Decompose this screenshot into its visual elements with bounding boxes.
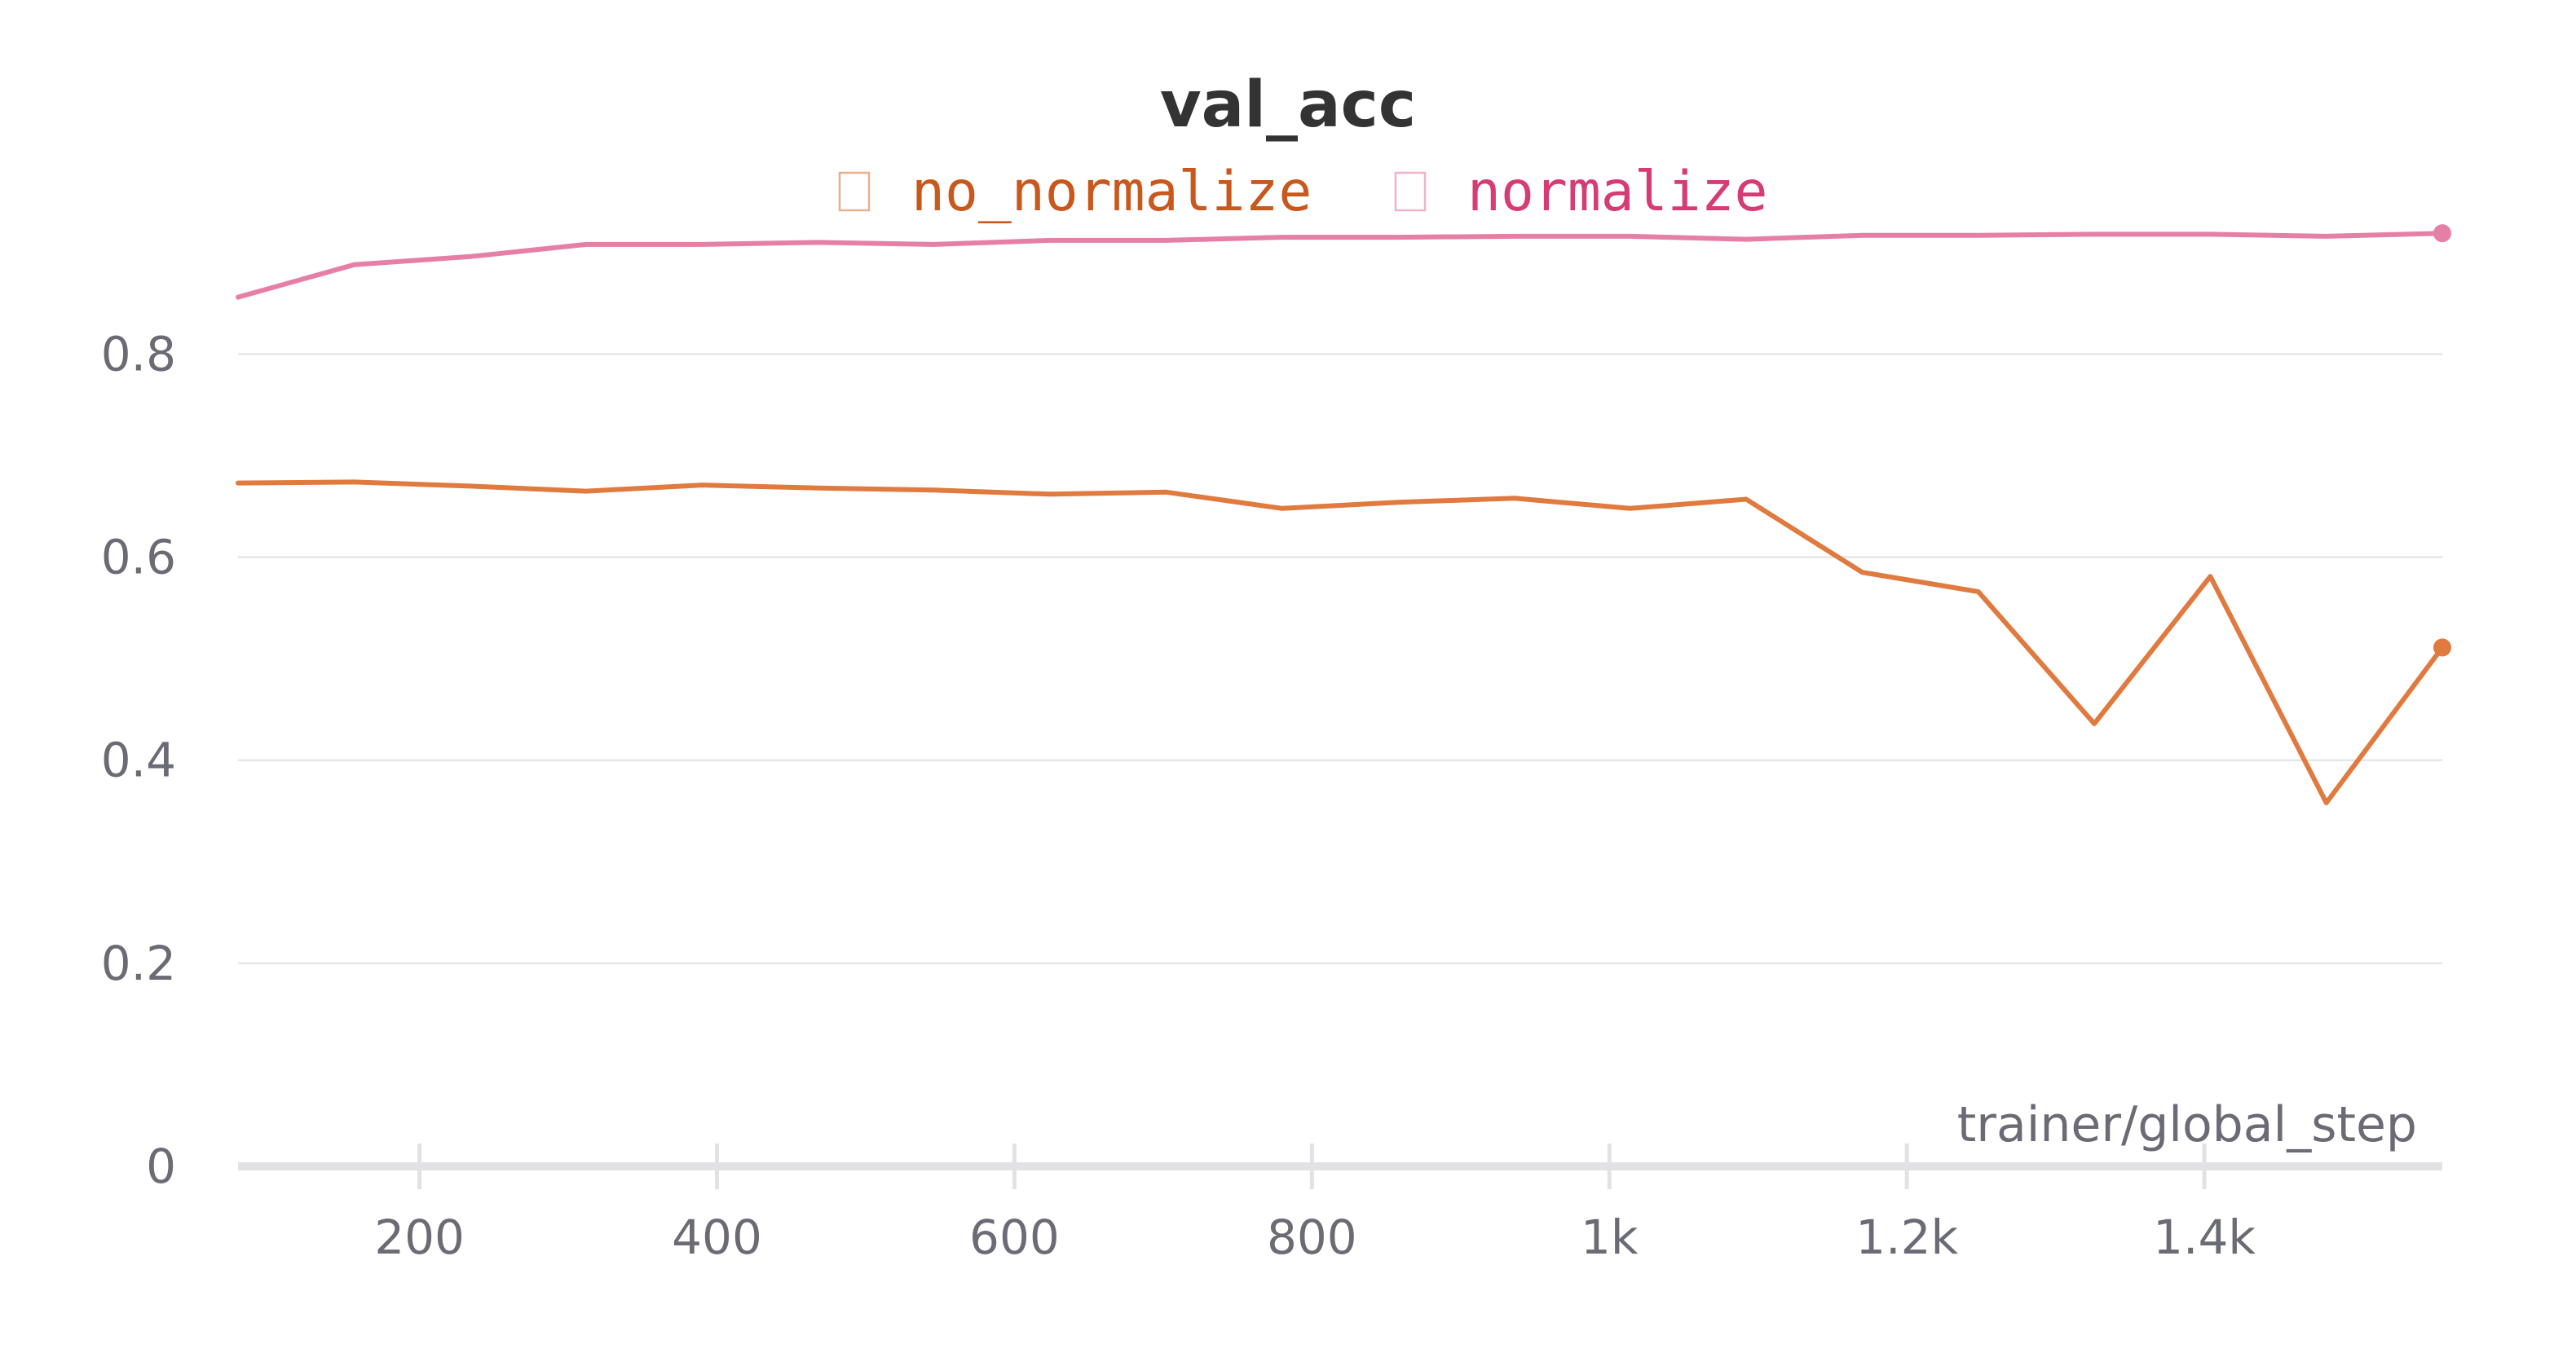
x-axis: 200 400 600 800 1k 1.2k 1.4k — [238, 1144, 2442, 1265]
legend[interactable]: no_normalize normalize — [838, 160, 1767, 224]
series-normalize[interactable] — [236, 224, 2451, 300]
y-axis: 0 0.2 0.4 0.6 0.8 — [101, 326, 176, 1194]
series-line[interactable] — [236, 231, 2445, 300]
x-tick-label: 1.4k — [2153, 1210, 2256, 1265]
x-tick-label: 600 — [969, 1210, 1060, 1265]
y-tick-label: 0.6 — [101, 530, 176, 585]
legend-swatch[interactable] — [838, 171, 871, 212]
legend-label[interactable]: normalize — [1467, 160, 1767, 224]
series-line[interactable] — [236, 479, 2445, 805]
x-axis-title: trainer/global_step — [1957, 1096, 2417, 1153]
series-end-point[interactable] — [2433, 224, 2451, 243]
legend-item-no-normalize[interactable]: no_normalize — [838, 160, 1312, 224]
y-tick-label: 0.8 — [101, 326, 176, 381]
gridlines — [238, 353, 2442, 965]
x-tick-label: 200 — [374, 1210, 465, 1265]
series-end-point[interactable] — [2433, 638, 2451, 657]
y-tick-label: 0 — [146, 1139, 176, 1194]
x-tick-label: 1k — [1581, 1210, 1639, 1265]
x-tick-label: 1.2k — [1855, 1210, 1958, 1265]
chart-title: val_acc — [1160, 68, 1416, 142]
x-tick-label: 400 — [672, 1210, 762, 1265]
series-layer[interactable] — [236, 224, 2451, 805]
legend-label[interactable]: no_normalize — [911, 160, 1312, 224]
y-tick-label: 0.4 — [101, 733, 176, 788]
series-no-normalize[interactable] — [236, 479, 2451, 805]
x-tick-label: 800 — [1267, 1210, 1357, 1265]
legend-swatch[interactable] — [1394, 171, 1427, 212]
y-tick-label: 0.2 — [101, 936, 176, 991]
legend-item-normalize[interactable]: normalize — [1394, 160, 1767, 224]
